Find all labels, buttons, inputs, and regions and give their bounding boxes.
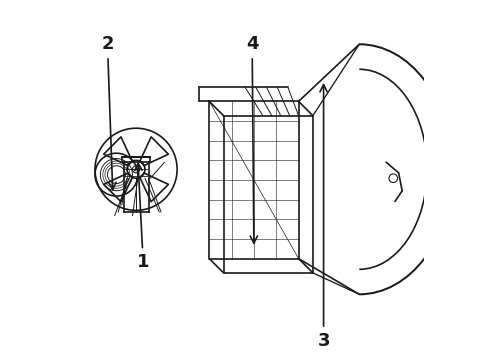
Text: 2: 2: [101, 35, 116, 190]
Text: 1: 1: [135, 163, 149, 271]
Text: 3: 3: [318, 85, 330, 350]
Text: 4: 4: [246, 35, 258, 243]
